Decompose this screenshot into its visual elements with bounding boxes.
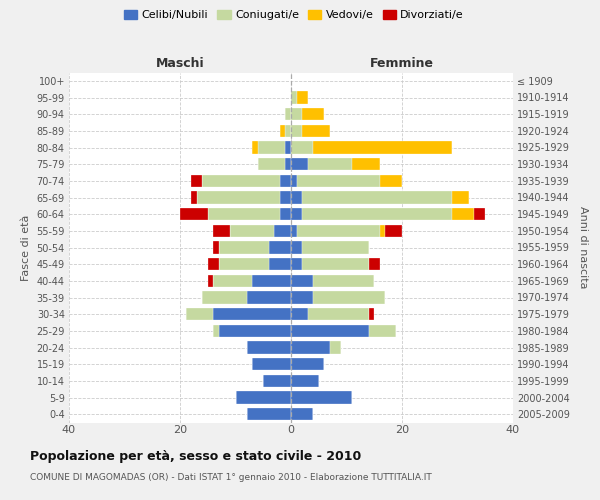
Bar <box>252 274 291 287</box>
Bar <box>308 308 368 320</box>
Bar <box>180 208 208 220</box>
Bar <box>369 308 374 320</box>
Bar <box>247 341 291 354</box>
Bar <box>280 191 291 204</box>
Bar <box>185 308 214 320</box>
Bar <box>291 358 325 370</box>
Bar <box>280 174 291 187</box>
Text: Maschi: Maschi <box>155 57 205 70</box>
Bar <box>369 258 380 270</box>
Bar <box>296 174 380 187</box>
Bar <box>291 191 302 204</box>
Bar <box>291 124 302 137</box>
Bar <box>302 242 369 254</box>
Bar <box>452 208 474 220</box>
Bar <box>291 408 313 420</box>
Bar <box>296 224 380 237</box>
Bar <box>214 324 219 337</box>
Bar <box>369 324 397 337</box>
Bar <box>313 291 385 304</box>
Text: COMUNE DI MAGOMADAS (OR) - Dati ISTAT 1° gennaio 2010 - Elaborazione TUTTITALIA.: COMUNE DI MAGOMADAS (OR) - Dati ISTAT 1°… <box>30 472 432 482</box>
Bar <box>308 158 352 170</box>
Bar <box>352 158 380 170</box>
Bar <box>252 141 258 154</box>
Bar <box>274 224 291 237</box>
Bar <box>302 258 369 270</box>
Bar <box>385 224 402 237</box>
Bar <box>258 158 286 170</box>
Bar <box>302 124 330 137</box>
Bar <box>247 408 291 420</box>
Bar <box>291 291 313 304</box>
Bar <box>208 208 280 220</box>
Text: Femmine: Femmine <box>370 57 434 70</box>
Bar <box>291 158 308 170</box>
Bar <box>380 174 402 187</box>
Bar <box>197 191 280 204</box>
Legend: Celibi/Nubili, Coniugati/e, Vedovi/e, Divorziati/e: Celibi/Nubili, Coniugati/e, Vedovi/e, Di… <box>119 6 469 25</box>
Bar <box>291 224 296 237</box>
Bar <box>302 108 325 120</box>
Bar <box>219 324 291 337</box>
Bar <box>263 374 291 387</box>
Bar <box>213 274 252 287</box>
Bar <box>291 242 302 254</box>
Bar <box>291 108 302 120</box>
Bar <box>191 174 202 187</box>
Bar <box>286 124 291 137</box>
Bar <box>291 174 296 187</box>
Bar <box>452 191 469 204</box>
Bar <box>247 291 291 304</box>
Bar <box>202 174 280 187</box>
Bar <box>235 391 291 404</box>
Y-axis label: Anni di nascita: Anni di nascita <box>578 206 589 288</box>
Bar <box>291 341 330 354</box>
Bar <box>291 141 313 154</box>
Bar <box>208 258 219 270</box>
Bar <box>214 242 219 254</box>
Bar <box>286 141 291 154</box>
Bar <box>291 308 308 320</box>
Y-axis label: Fasce di età: Fasce di età <box>21 214 31 280</box>
Bar <box>258 141 286 154</box>
Bar <box>252 358 291 370</box>
Bar <box>291 391 352 404</box>
Bar <box>208 274 214 287</box>
Bar <box>214 308 291 320</box>
Bar <box>474 208 485 220</box>
Bar <box>280 124 286 137</box>
Bar <box>219 242 269 254</box>
Bar <box>230 224 274 237</box>
Bar <box>214 224 230 237</box>
Bar <box>191 191 197 204</box>
Bar <box>269 258 291 270</box>
Bar <box>269 242 291 254</box>
Bar <box>380 224 385 237</box>
Bar <box>291 91 296 104</box>
Bar <box>280 208 291 220</box>
Bar <box>296 91 308 104</box>
Text: Popolazione per età, sesso e stato civile - 2010: Popolazione per età, sesso e stato civil… <box>30 450 361 463</box>
Bar <box>313 141 452 154</box>
Bar <box>313 274 374 287</box>
Bar <box>291 208 302 220</box>
Bar <box>286 158 291 170</box>
Bar <box>291 374 319 387</box>
Bar <box>302 208 452 220</box>
Bar <box>291 324 369 337</box>
Bar <box>219 258 269 270</box>
Bar <box>330 341 341 354</box>
Bar <box>302 191 452 204</box>
Bar <box>291 258 302 270</box>
Bar <box>286 108 291 120</box>
Bar <box>291 274 313 287</box>
Bar <box>202 291 247 304</box>
